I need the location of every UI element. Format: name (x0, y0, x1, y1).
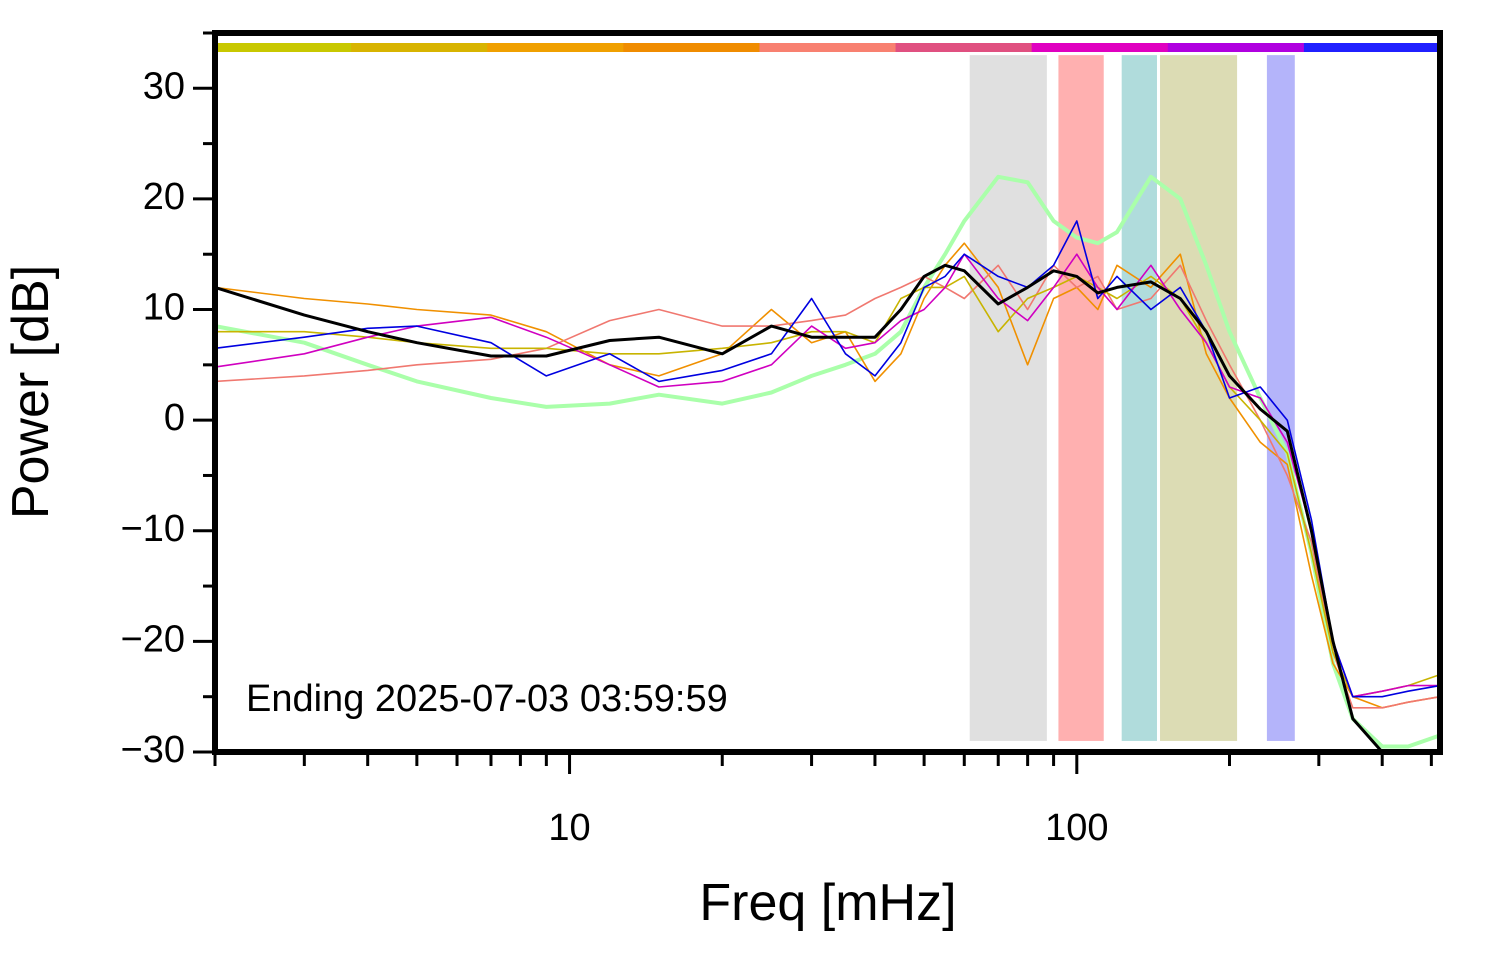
color-bar-segment (1031, 43, 1169, 52)
color-bar-segment (215, 43, 352, 52)
band (1160, 55, 1238, 741)
color-bar-segment (759, 43, 897, 52)
x-tick-label: 10 (548, 807, 590, 849)
y-tick-label: 30 (143, 65, 185, 107)
y-tick-label: −10 (121, 508, 185, 550)
series-line (214, 174, 1441, 749)
color-bar-segment (351, 43, 488, 52)
band (1058, 55, 1104, 741)
band (1266, 55, 1295, 741)
y-tick-label: −20 (121, 618, 185, 660)
series-line (214, 263, 1384, 753)
y-tick-label: 20 (143, 176, 185, 218)
y-tick-label: 10 (143, 287, 185, 329)
y-tick-label: 0 (164, 397, 185, 439)
color-bar-segment (1303, 43, 1441, 52)
x-axis-title: Freq [mHz] (699, 874, 956, 932)
plot-frame (212, 30, 1443, 755)
y-axis-title: Power [dB] (2, 265, 60, 519)
series-line (214, 264, 1441, 709)
y-tick-label: −30 (121, 729, 185, 771)
series-line (214, 253, 1440, 698)
series-line (214, 220, 1441, 698)
color-bar-segment (487, 43, 624, 52)
series-line (215, 275, 1441, 698)
color-bar-segment (1167, 43, 1305, 52)
color-bar-segment (623, 43, 760, 52)
x-tick-label: 100 (1045, 807, 1108, 849)
band (969, 55, 1047, 741)
series-line (214, 242, 1441, 709)
band (1121, 55, 1157, 741)
annotation: Ending 2025-07-03 03:59:59 (246, 678, 728, 720)
color-bar-segment (895, 43, 1033, 52)
